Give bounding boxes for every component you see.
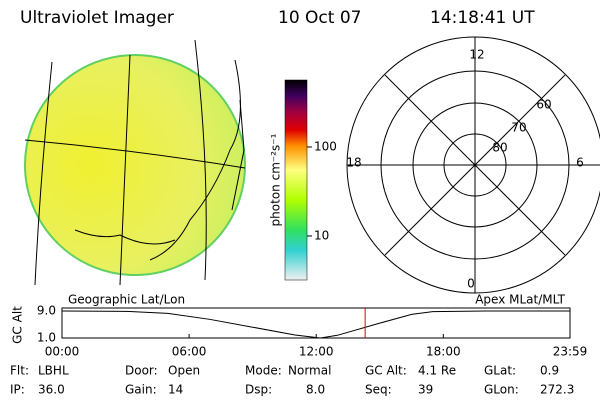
- y-tick-label: 9.0: [37, 304, 56, 318]
- colorbar-tick-label: 100: [314, 139, 337, 153]
- time: 14:18:41 UT: [430, 8, 535, 28]
- hour-label: 18: [346, 156, 361, 170]
- status-value: Open: [168, 364, 200, 378]
- status-label: Flt:: [10, 364, 29, 378]
- status-label: Gain:: [125, 383, 157, 397]
- colorbar-tick-label: 10: [314, 228, 329, 242]
- y-tick-label: 1.0: [37, 331, 56, 345]
- uv-image: [24, 39, 246, 286]
- right-label: Apex MLat/MLT: [475, 293, 565, 307]
- hour-label: 12: [469, 48, 484, 62]
- status-value: LBHL: [38, 364, 69, 378]
- status-value: 0.9: [540, 364, 559, 378]
- status-label: Seq:: [365, 383, 392, 397]
- polar-grid: [346, 36, 600, 294]
- y-label: GC Alt: [11, 306, 25, 344]
- status-label: IP:: [10, 383, 25, 397]
- left-label: Geographic Lat/Lon: [68, 293, 185, 307]
- colorbar-label: photon cm⁻²s⁻¹: [269, 133, 283, 226]
- date: 10 Oct 07: [278, 8, 361, 28]
- status-value: Normal: [288, 364, 331, 378]
- status-value: 14: [168, 383, 183, 397]
- status-label: Dsp:: [245, 383, 272, 397]
- colorbar: [284, 79, 308, 281]
- title: Ultraviolet Imager: [20, 8, 174, 28]
- hour-label: 6: [576, 156, 584, 170]
- status-value: 272.3: [540, 383, 574, 397]
- status-value: 39: [418, 383, 433, 397]
- x-tick-label: 06:00: [172, 345, 207, 359]
- plot-frame: [61, 307, 571, 339]
- x-tick-label: 12:00: [299, 345, 334, 359]
- status-label: GLon:: [484, 383, 519, 397]
- status-value: 4.1 Re: [418, 364, 456, 378]
- lat-label: 70: [511, 121, 526, 135]
- status-value: 8.0: [306, 383, 325, 397]
- lat-label: 60: [536, 98, 551, 112]
- x-tick-label: 18:00: [426, 345, 461, 359]
- status-value: 36.0: [38, 383, 65, 397]
- x-tick-label: 23:59: [553, 345, 588, 359]
- status-label: Door:: [125, 364, 158, 378]
- lat-label: 80: [492, 141, 507, 155]
- status-label: GLat:: [484, 364, 516, 378]
- status-label: GC Alt:: [365, 364, 407, 378]
- altitude-line: [61, 310, 570, 339]
- x-tick-label: 00:00: [45, 345, 80, 359]
- hour-label: 0: [467, 277, 475, 291]
- status-label: Mode:: [245, 364, 282, 378]
